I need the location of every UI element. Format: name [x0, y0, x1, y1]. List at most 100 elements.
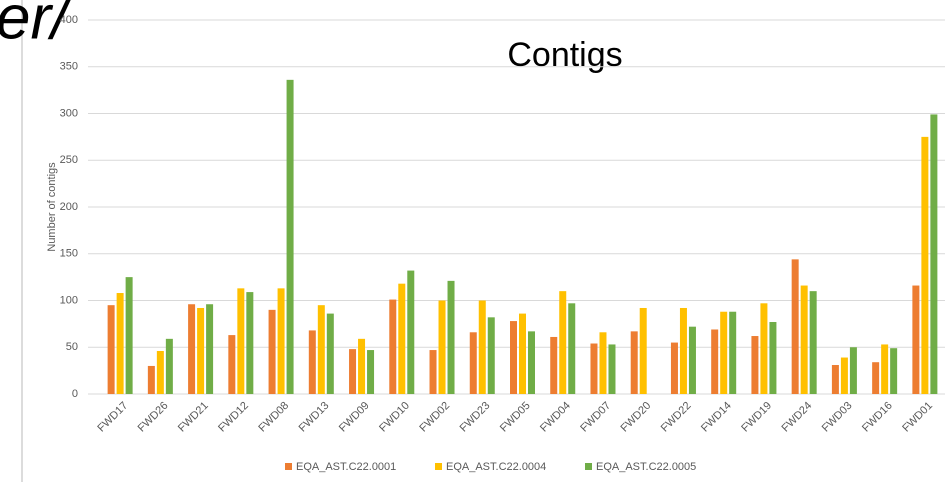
x-tick-label: FWD12 — [216, 400, 251, 435]
bar — [890, 348, 898, 394]
legend-label: EQA_AST.C22.0004 — [446, 461, 546, 473]
y-axis-label: Number of contigs — [46, 162, 58, 252]
bar — [809, 291, 817, 394]
bar — [760, 303, 768, 394]
bar — [720, 311, 728, 394]
x-tick-label: FWD26 — [136, 400, 171, 435]
bar — [791, 259, 799, 394]
y-tick-label: 0 — [72, 388, 78, 400]
x-tick-label: FWD19 — [739, 400, 774, 435]
slide-fragment: er/ — [0, 0, 74, 52]
bar — [800, 285, 808, 394]
y-tick-label: 300 — [60, 107, 78, 119]
bar — [107, 305, 115, 394]
bar — [308, 330, 316, 394]
bar — [116, 293, 124, 394]
x-tick-label: FWD24 — [779, 400, 814, 435]
bar — [447, 280, 455, 394]
x-tick-label: FWD13 — [297, 400, 332, 435]
bar — [688, 326, 696, 394]
x-tick-label: FWD14 — [699, 400, 734, 435]
x-tick-label: FWD17 — [95, 400, 130, 435]
bar — [389, 299, 397, 394]
x-tick-label: FWD09 — [337, 400, 372, 435]
bar — [921, 136, 929, 394]
bar — [831, 365, 839, 394]
bar — [510, 321, 517, 394]
bar — [679, 307, 687, 394]
bar — [156, 350, 164, 394]
bar — [349, 349, 357, 394]
legend-swatch — [285, 463, 292, 470]
y-tick-label: 100 — [60, 294, 78, 306]
bar — [367, 350, 375, 394]
bar — [228, 335, 236, 394]
bar — [438, 300, 446, 394]
y-tick-label: 350 — [60, 61, 78, 73]
bar — [206, 304, 214, 394]
bar — [608, 344, 616, 394]
bar — [568, 303, 576, 394]
legend-swatch — [435, 463, 442, 470]
x-tick-label: FWD07 — [578, 400, 613, 435]
y-tick-label: 400 — [60, 14, 78, 26]
bar — [670, 342, 678, 394]
bar — [590, 343, 598, 394]
bar — [769, 322, 777, 394]
y-tick-label: 50 — [66, 341, 78, 353]
bar — [840, 357, 848, 394]
bar — [599, 332, 607, 394]
x-tick-label: FWD04 — [538, 400, 573, 435]
x-tick-label: FWD02 — [417, 400, 452, 435]
bar — [559, 291, 567, 394]
bar — [881, 344, 889, 394]
bar — [286, 79, 294, 394]
bar — [912, 285, 920, 394]
chart-title: Contigs — [507, 36, 622, 74]
x-tick-label: FWD08 — [256, 400, 291, 435]
legend-label: EQA_AST.C22.0005 — [596, 461, 696, 473]
bar — [639, 307, 647, 394]
x-tick-label: FWD03 — [820, 400, 855, 435]
bar — [630, 331, 638, 394]
bar — [711, 329, 719, 394]
x-tick-label: FWD22 — [659, 400, 694, 435]
y-tick-label: 150 — [60, 248, 78, 260]
x-tick-label: FWD16 — [860, 400, 895, 435]
bar — [147, 365, 155, 394]
x-tick-label: FWD23 — [458, 400, 493, 435]
bar — [429, 350, 437, 394]
bar — [469, 332, 477, 394]
bar — [478, 300, 486, 394]
bar — [751, 336, 759, 394]
x-tick-label: FWD01 — [900, 400, 935, 435]
bar — [528, 331, 535, 394]
x-tick-label: FWD10 — [377, 400, 412, 435]
bar — [930, 114, 938, 394]
bar — [550, 336, 558, 394]
bar — [729, 311, 737, 394]
bar — [197, 307, 205, 394]
bar — [268, 309, 276, 394]
bar — [407, 270, 415, 394]
bar — [246, 292, 254, 394]
bar — [398, 283, 406, 394]
x-tick-label: FWD21 — [176, 400, 211, 435]
x-tick-label: FWD05 — [498, 400, 533, 435]
bar — [317, 305, 325, 394]
legend-label: EQA_AST.C22.0001 — [296, 461, 396, 473]
bar — [872, 362, 880, 394]
bar — [519, 313, 526, 394]
bar — [277, 288, 285, 394]
x-tick-label: FWD20 — [619, 400, 654, 435]
bar — [849, 347, 857, 394]
bar — [125, 277, 133, 394]
bar — [358, 338, 366, 394]
bar — [326, 313, 334, 394]
bar — [237, 288, 245, 394]
bar — [188, 304, 196, 394]
y-tick-label: 250 — [60, 154, 78, 166]
legend-swatch — [585, 463, 592, 470]
